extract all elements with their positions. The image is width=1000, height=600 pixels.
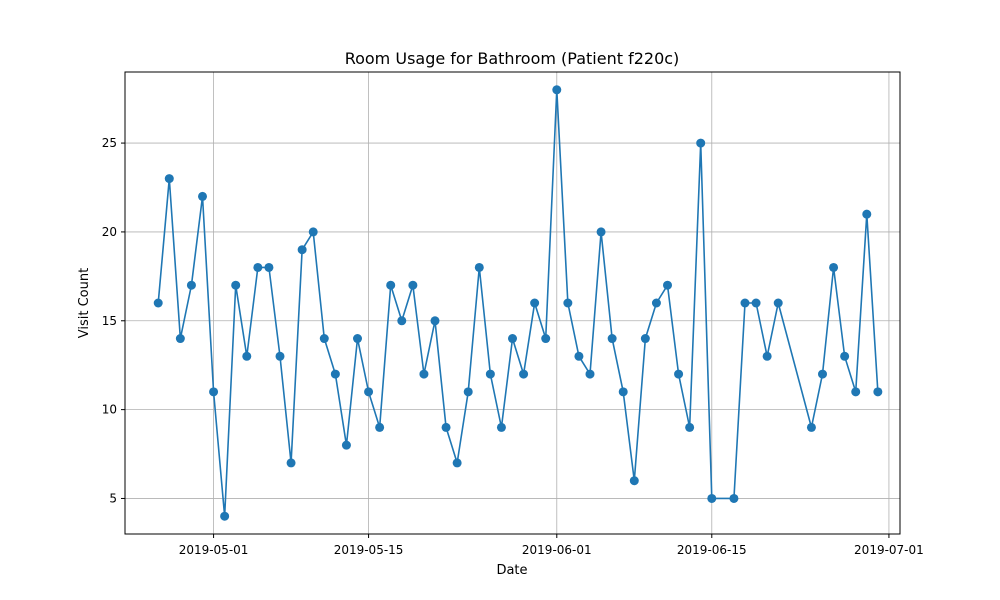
data-point [762,351,772,361]
data-point [175,334,185,344]
y-tick-label: 25 [102,136,117,150]
data-point [740,298,750,308]
data-point [519,369,529,379]
data-point [463,387,473,397]
data-point [375,422,385,432]
data-point [751,298,761,308]
data-point [386,280,396,290]
data-point [696,138,706,148]
data-point [640,334,650,344]
data-point [729,493,739,503]
data-point [441,422,451,432]
data-point [818,369,827,379]
data-point [209,387,219,397]
grid-lines [125,72,900,534]
data-point [220,511,230,521]
data-point [851,387,861,397]
data-point [286,458,296,468]
data-point [685,422,695,432]
data-point [541,334,551,344]
y-tick-label: 20 [102,225,117,239]
data-point [264,262,274,272]
data-point [674,369,684,379]
plot-frame [124,71,901,535]
chart-title: Room Usage for Bathroom (Patient f220c) [345,49,680,68]
y-axis-label: Visit Count [77,268,92,338]
data-point [353,334,362,344]
x-tick-label: 2019-05-01 [179,543,249,557]
data-point [474,262,484,272]
x-tick-label: 2019-06-15 [677,543,747,557]
data-point [840,351,850,361]
data-point [563,298,573,308]
data-point [496,422,506,432]
x-axis-label: Date [496,563,527,578]
data-point [419,369,429,379]
data-point [806,422,816,432]
data-point [618,387,628,397]
data-point [574,351,584,361]
data-point [651,298,661,308]
data-point [862,209,872,219]
data-point [552,85,562,95]
data-point [164,174,174,184]
data-point [341,440,351,450]
axis-ticks: 2019-05-01 2019-05-15 2019-06-01 2019-06-15… [102,136,924,557]
y-tick-label: 5 [109,491,117,505]
data-point [319,334,329,344]
data-point [596,227,606,237]
data-point [408,280,418,290]
data-point [231,280,241,290]
data-point [508,334,517,344]
data-point [585,369,595,379]
data-point [186,280,196,290]
data-point [773,298,783,308]
data-point [242,351,252,361]
data-point [198,191,207,201]
data-point [364,387,374,397]
x-tick-label: 2019-05-15 [334,543,404,557]
data-point [308,227,318,237]
series-layer [153,85,883,521]
data-point [275,351,285,361]
data-point [297,245,307,255]
data-point [253,262,263,272]
data-point [829,262,839,272]
data-point [707,493,717,503]
data-point [430,316,440,326]
data-point [330,369,340,379]
data-point [452,458,462,468]
data-point [530,298,540,308]
x-tick-label: 2019-07-01 [854,543,924,557]
y-tick-label: 15 [102,314,117,328]
data-point [629,476,639,486]
data-point [873,387,883,397]
data-point [153,298,163,308]
data-point [397,316,407,326]
data-point [607,334,617,344]
y-tick-label: 10 [102,403,117,417]
data-point [485,369,495,379]
data-point [663,280,672,290]
x-tick-label: 2019-06-01 [522,543,592,557]
